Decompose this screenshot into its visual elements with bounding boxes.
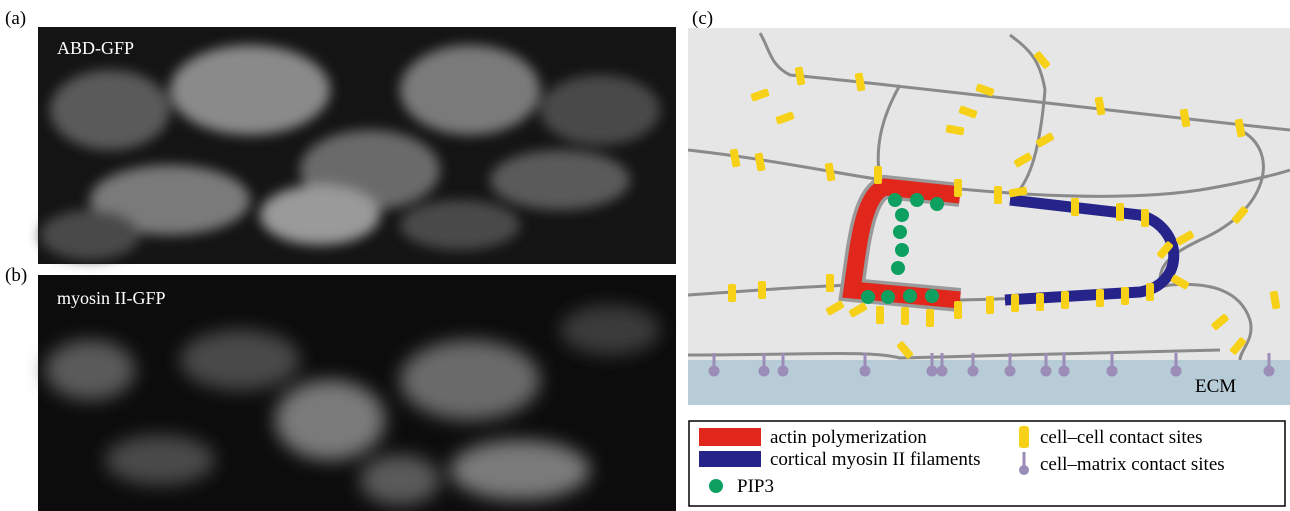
- panel-label: (c): [692, 8, 713, 29]
- pin-head: [937, 366, 947, 376]
- panel-label: (a): [5, 8, 26, 29]
- pin-head: [1107, 366, 1117, 376]
- legend-swatch: [709, 479, 723, 493]
- image-label: ABD-GFP: [57, 38, 134, 58]
- legend-swatch: [699, 428, 761, 446]
- contact-dash: [901, 307, 909, 325]
- legend-label: actin polymerization: [770, 427, 927, 448]
- pip3-dot: [881, 290, 895, 304]
- pin-head: [860, 366, 870, 376]
- legend-label: cortical myosin II filaments: [770, 449, 981, 470]
- pip3-dot: [930, 197, 944, 211]
- contact-dash: [826, 274, 834, 292]
- contact-dash: [986, 296, 994, 314]
- figure: (a) ABD-GFP (b) myosin II-GFP (c) ECM ac…: [0, 0, 1290, 511]
- ecm-label: ECM: [1195, 376, 1236, 397]
- contact-dash: [1141, 209, 1149, 227]
- image-label: myosin II-GFP: [57, 288, 166, 308]
- contact-dash: [954, 301, 962, 319]
- contact-dash: [1071, 198, 1079, 216]
- pin-head: [1059, 366, 1069, 376]
- pip3-dot: [891, 261, 905, 275]
- contact-dash: [1121, 287, 1129, 305]
- legend-swatch: [1019, 426, 1029, 448]
- legend-label: PIP3: [737, 476, 774, 497]
- pin-head: [778, 366, 788, 376]
- contact-dash: [1011, 294, 1019, 312]
- contact-dash: [994, 186, 1002, 204]
- pin-head: [927, 366, 937, 376]
- panel-label: (b): [5, 265, 27, 286]
- pin-head: [1041, 366, 1051, 376]
- pin-head: [968, 366, 978, 376]
- pin-head: [1005, 366, 1015, 376]
- legend-swatch: [1019, 465, 1029, 475]
- contact-dash: [1116, 203, 1124, 221]
- pip3-dot: [888, 193, 902, 207]
- contact-dash: [874, 166, 882, 184]
- pin-head: [759, 366, 769, 376]
- pip3-dot: [903, 289, 917, 303]
- contact-dash: [758, 281, 766, 299]
- pip3-dot: [861, 290, 875, 304]
- contact-dash: [954, 179, 962, 197]
- contact-dash: [1036, 293, 1044, 311]
- legend-label: cell–matrix contact sites: [1040, 454, 1225, 475]
- pip3-dot: [910, 193, 924, 207]
- legend-label: cell–cell contact sites: [1040, 427, 1202, 448]
- legend-swatch: [699, 451, 761, 467]
- contact-dash: [926, 309, 934, 327]
- pin-head: [1264, 366, 1274, 376]
- pip3-dot: [895, 243, 909, 257]
- contact-dash: [876, 306, 884, 324]
- contact-dash: [1061, 291, 1069, 309]
- pip3-dot: [925, 289, 939, 303]
- contact-dash: [728, 284, 736, 302]
- contact-dash: [1146, 283, 1154, 301]
- pip3-dot: [893, 225, 907, 239]
- pip3-dot: [895, 208, 909, 222]
- pin-head: [709, 366, 719, 376]
- pin-head: [1171, 366, 1181, 376]
- contact-dash: [1096, 289, 1104, 307]
